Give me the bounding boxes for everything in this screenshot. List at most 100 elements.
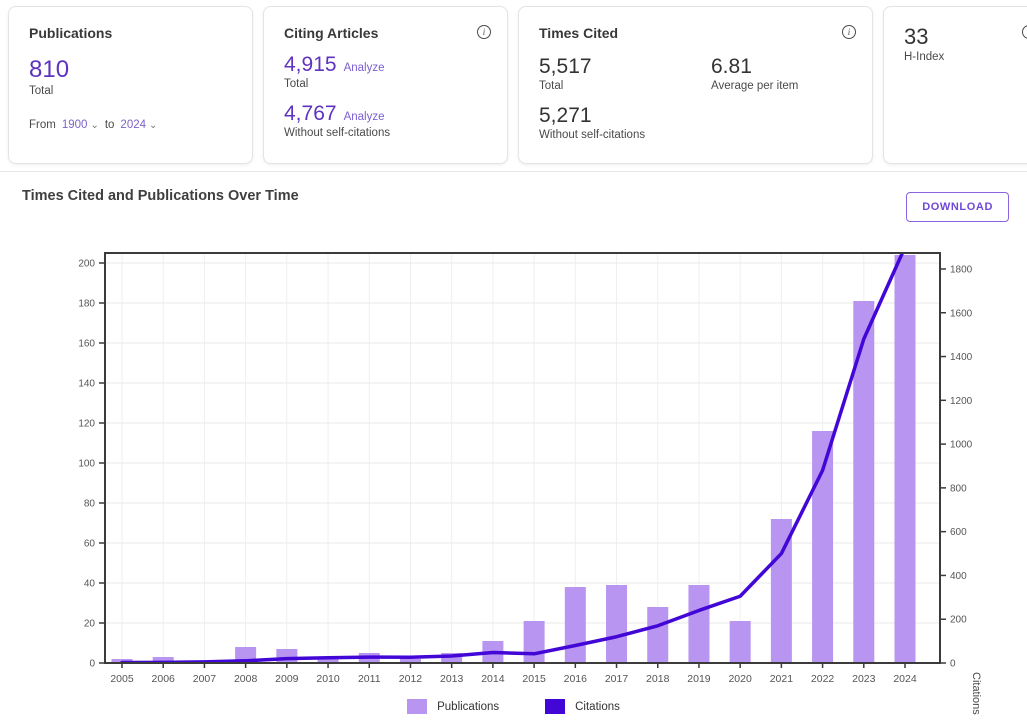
times-cited-chart: 0 20 40 60 80 100 120 140 160 180 200 0 200 400 600 800…: [0, 240, 1027, 715]
x-axis-year-label: 2006: [152, 673, 176, 685]
x-axis-year-label: 2011: [358, 673, 381, 685]
right-axis-tick-label: 1600: [950, 308, 973, 319]
x-axis-year-label: 2020: [728, 673, 752, 685]
citing-articles-total-label: Total: [284, 78, 309, 91]
legend-swatch: [545, 699, 566, 714]
stats-cards-row: Publications 810 Total From 1900 ⌄ to 202…: [8, 6, 1027, 164]
section-divider: [0, 171, 1027, 172]
chevron-down-icon: ⌄: [90, 119, 99, 131]
x-axis-year-label: 2021: [770, 673, 794, 685]
right-axis-tick-label: 1800: [950, 264, 973, 275]
x-axis-year-label: 2013: [440, 673, 464, 685]
info-icon[interactable]: i: [842, 25, 856, 39]
x-axis-year-label: 2005: [110, 673, 134, 685]
right-axis-tick-label: 600: [950, 527, 967, 538]
citing-articles-card-title: Citing Articles: [284, 25, 379, 41]
x-axis-year-label: 2018: [646, 673, 670, 685]
x-axis-year-label: 2010: [316, 673, 340, 685]
publications-bar-2024: [894, 255, 916, 663]
info-icon[interactable]: i: [477, 25, 491, 39]
left-axis-tick-label: 100: [78, 459, 95, 470]
left-axis-tick-label: 160: [78, 339, 95, 350]
left-axis-tick-label: 80: [84, 499, 96, 510]
date-range-row: From 1900 ⌄ to 2024 ⌄: [29, 119, 232, 131]
times-cited-without-self-label: Without self-citations: [539, 129, 646, 142]
legend-label: Citations: [575, 700, 620, 713]
publications-bar-2013: [441, 653, 463, 663]
publications-bar-2010: [317, 657, 339, 663]
x-axis-year-label: 2019: [687, 673, 711, 685]
left-axis-tick-label: 60: [84, 539, 96, 550]
right-axis-tick-label: 800: [950, 483, 967, 494]
download-button[interactable]: DOWNLOAD: [906, 192, 1009, 222]
times-cited-card-title: Times Cited: [539, 25, 619, 41]
publications-bar-2019: [688, 585, 710, 663]
analyze-link[interactable]: Analyze: [343, 111, 385, 124]
analyze-link[interactable]: Analyze: [343, 62, 385, 74]
publications-card: Publications 810 Total From 1900 ⌄ to 202…: [8, 6, 253, 164]
chart-canvas: 0 20 40 60 80 100 120 140 160 180 200 0 200 400 600 800…: [78, 252, 973, 685]
times-cited-total-label: Total: [539, 80, 564, 93]
right-axis-tick-label: 1400: [950, 352, 973, 363]
citations-line: [120, 253, 905, 663]
plot-frame: [104, 252, 941, 664]
x-axis-year-label: 2007: [193, 673, 217, 685]
citing-articles-total-value: 4,915: [284, 53, 337, 76]
chart-legend: Publications Citations: [0, 699, 1027, 714]
publications-bar-2020: [729, 621, 751, 663]
average-per-item-label: Average per item: [711, 80, 799, 93]
legend-swatch: [407, 699, 428, 714]
citing-articles-without-self-label: Without self-citations: [284, 127, 391, 140]
x-axis-year-label: 2009: [275, 673, 299, 685]
publications-bar-2009: [276, 649, 298, 663]
to-label: to: [104, 119, 115, 132]
left-axis-tick-label: 120: [78, 419, 95, 430]
left-axis-tick-label: 180: [78, 299, 95, 310]
x-axis-year-label: 2024: [893, 673, 917, 685]
to-year-dropdown[interactable]: 2024 ⌄: [120, 119, 158, 132]
times-cited-without-self-value: 5,271: [539, 104, 592, 128]
citing-articles-without-self-value: 4,767: [284, 102, 337, 126]
right-axis-tick-label: 1200: [950, 396, 973, 407]
legend-label: Publications: [437, 700, 500, 713]
h-index-label: H-Index: [904, 51, 945, 64]
average-per-item-value: 6.81: [711, 55, 752, 78]
x-axis-year-label: 2014: [481, 673, 505, 685]
publications-bar-2016: [564, 587, 586, 663]
left-axis-tick-label: 0: [89, 659, 95, 670]
publications-bar-2023: [853, 301, 875, 663]
right-axis-tick-label: 0: [950, 659, 956, 670]
from-year-dropdown[interactable]: 1900 ⌄: [61, 119, 99, 132]
right-axis-tick-label: 1000: [950, 440, 973, 451]
from-label: From: [29, 119, 56, 132]
publications-bar-2012: [399, 659, 421, 663]
left-axis-tick-label: 200: [78, 259, 95, 270]
chevron-down-icon: ⌄: [149, 119, 158, 131]
publications-total-label: Total: [29, 85, 54, 98]
times-cited-total-value: 5,517: [539, 55, 592, 78]
legend-item-publications: Publications: [407, 699, 499, 714]
left-axis-tick-label: 40: [84, 579, 96, 590]
x-axis-year-label: 2008: [234, 673, 258, 685]
publications-bar-2021: [770, 519, 792, 663]
citing-articles-card: Citing Articles i 4,915 Analyze Total 4,…: [263, 6, 508, 164]
publications-bar-2022: [812, 431, 834, 663]
legend-item-citations: Citations: [545, 699, 620, 714]
publications-bar-2017: [606, 585, 628, 663]
h-index-value: 33: [904, 24, 929, 49]
publications-bar-2006: [152, 657, 174, 663]
times-cited-card: Times Cited i 5,517 Total 6.81 Average p…: [518, 6, 873, 164]
publications-card-title: Publications: [29, 25, 113, 41]
publications-bar-2015: [523, 621, 545, 663]
publications-bar-2018: [647, 607, 669, 663]
left-axis-tick-label: 140: [78, 379, 95, 390]
left-axis-tick-label: 20: [84, 619, 96, 630]
x-axis-year-label: 2022: [811, 673, 835, 685]
x-axis-year-label: 2017: [605, 673, 629, 685]
right-axis-tick-label: 200: [950, 615, 967, 626]
right-axis-tick-label: 400: [950, 571, 967, 582]
h-index-card: 33 H-Index i: [883, 6, 1027, 164]
x-axis-year-label: 2015: [522, 673, 546, 685]
x-axis-year-label: 2023: [852, 673, 876, 685]
publications-total-value: 810: [29, 56, 70, 83]
